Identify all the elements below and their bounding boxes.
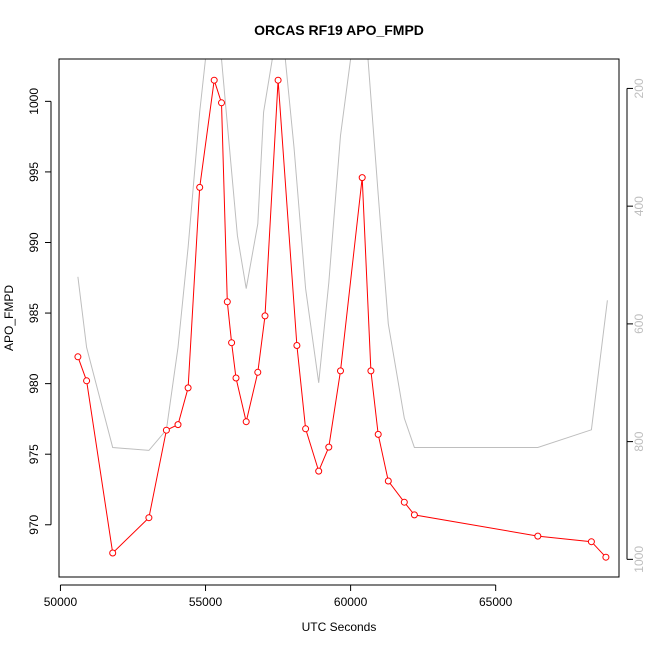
data-point: [587, 538, 595, 546]
data-point: [196, 183, 204, 191]
data-point: [400, 498, 408, 506]
data-point: [602, 553, 610, 561]
data-point: [223, 298, 231, 306]
x-tick-label: 65000: [479, 595, 513, 609]
data-point: [374, 430, 382, 438]
data-point: [337, 367, 344, 375]
data-point: [232, 374, 240, 382]
data-point: [74, 353, 82, 361]
data-point: [218, 99, 225, 107]
data-point: [293, 342, 301, 349]
y-tick-label: 975: [27, 444, 41, 464]
x-tick-label: 60000: [334, 595, 368, 609]
y-axis-label: APO_FMPD: [2, 285, 16, 351]
primary-series-line: [77, 80, 607, 558]
data-point: [410, 511, 418, 519]
y2-tick-label: 200: [632, 78, 646, 98]
x-tick-label: 50000: [44, 595, 78, 609]
y2-tick-label: 600: [632, 314, 646, 334]
chart-title: ORCAS RF19 APO_FMPD: [254, 22, 424, 38]
y2-tick-label: 1000: [632, 546, 646, 573]
data-point: [162, 426, 170, 434]
data-point: [145, 514, 153, 522]
data-point: [254, 368, 262, 376]
y2-tick-label: 800: [632, 431, 646, 451]
data-point: [315, 467, 323, 475]
data-point: [261, 312, 269, 320]
data-point: [174, 421, 182, 429]
y-tick-label: 990: [27, 232, 41, 252]
data-point: [184, 384, 192, 392]
data-point: [242, 418, 250, 426]
data-point: [384, 477, 392, 485]
secondary-series-layer: [77, 59, 608, 451]
y-tick-label: 980: [27, 373, 41, 393]
y-tick-label: 1000: [27, 88, 41, 115]
y-tick-label: 995: [27, 162, 41, 182]
data-point: [302, 425, 310, 433]
axes-layer: 50000 55000 60000 65000 970 975 980 985 990 995 10…: [27, 78, 646, 609]
data-point: [228, 339, 236, 347]
y2-tick-label: 400: [632, 196, 646, 216]
secondary-series-line: [77, 59, 608, 451]
data-point: [274, 76, 282, 84]
plot-frame: [58, 58, 620, 578]
data-point: [109, 549, 117, 557]
y-tick-label: 985: [27, 303, 41, 323]
data-point: [210, 76, 218, 84]
data-point: [367, 367, 375, 375]
x-axis-label: UTC Seconds: [302, 620, 377, 634]
x-tick-label: 55000: [189, 595, 223, 609]
data-point: [325, 443, 333, 451]
data-point: [534, 532, 542, 540]
data-point: [358, 174, 366, 182]
y-tick-label: 970: [27, 514, 41, 534]
data-point: [83, 377, 91, 385]
primary-series-layer: [74, 76, 610, 561]
